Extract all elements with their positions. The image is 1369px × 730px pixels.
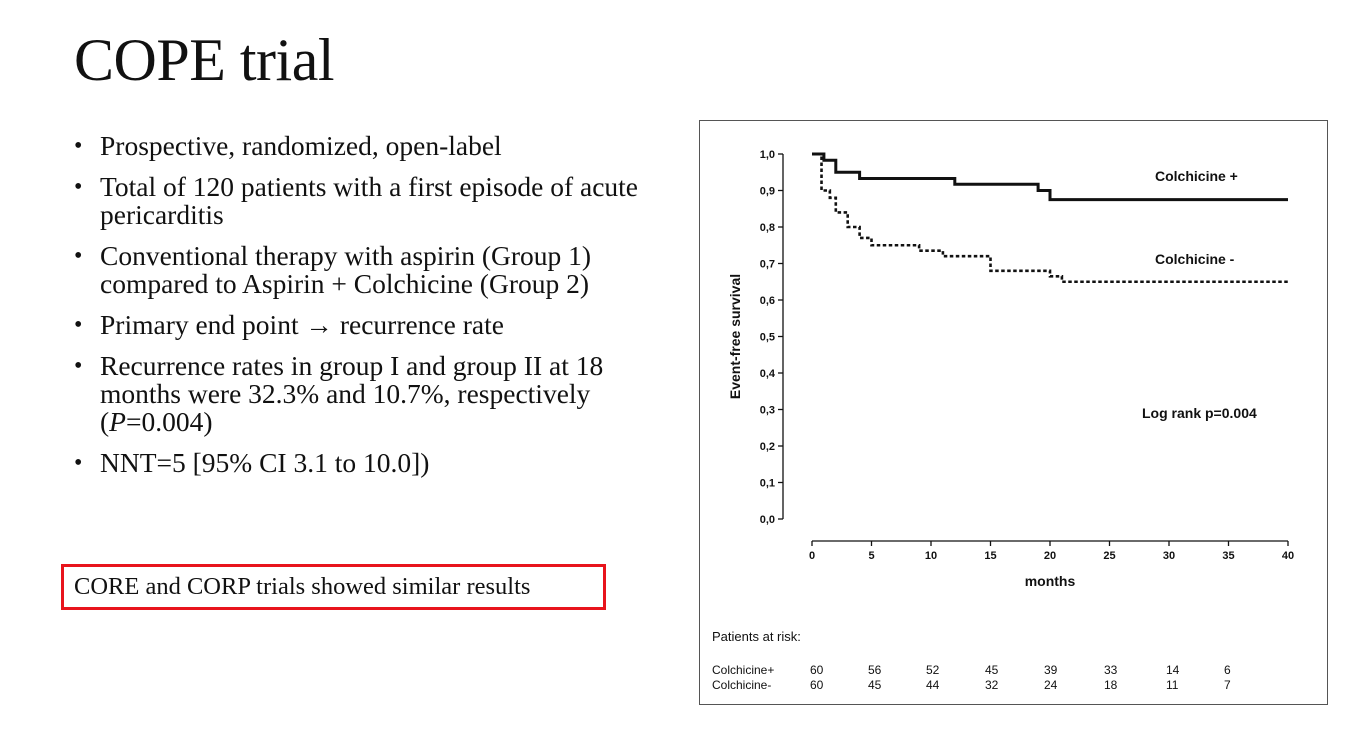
at-risk-value: 33 [1104,663,1118,677]
slide-title: COPE trial [74,27,335,93]
x-tick-label: 15 [984,550,996,562]
x-tick-label: 20 [1044,550,1056,562]
x-tick-label: 40 [1282,550,1294,562]
at-risk-value: 32 [985,678,999,692]
at-risk-value: 52 [926,663,940,677]
at-risk-value: 56 [868,663,882,677]
y-tick-label: 0,2 [760,441,775,453]
x-tick-label: 30 [1163,550,1175,562]
at-risk-value: 7 [1224,678,1231,692]
bullet-text: Recurrence rates in group I and group II… [100,350,604,437]
at-risk-value: 45 [985,663,999,677]
p-value-italic: P [109,406,126,437]
at-risk-value: 14 [1166,663,1180,677]
x-tick-label: 25 [1103,550,1115,562]
at-risk-row-label: Colchicine- [712,678,771,692]
log-rank-annotation: Log rank p=0.004 [1142,405,1257,421]
y-axis-label: Event-free survival [727,274,743,399]
y-tick-label: 0,9 [760,186,775,198]
at-risk-header: Patients at risk: [712,629,801,644]
arrow-right-icon: → [305,309,333,340]
y-tick-label: 0,1 [760,478,775,490]
bullet-item: Primary end point → recurrence rate [74,309,674,340]
bullet-item: Conventional therapy with aspirin (Group… [74,242,674,298]
survival-curve-colchicine-plus [812,152,1288,202]
at-risk-value: 11 [1166,678,1179,692]
callout-box: CORE and CORP trials showed similar resu… [61,564,606,610]
y-tick-label: 0,0 [760,514,775,526]
at-risk-value: 39 [1044,663,1058,677]
x-tick-label: 5 [868,550,874,562]
survival-curve-colchicine-minus [812,152,1288,284]
bullet-list: Prospective, randomized, open-label Tota… [74,132,674,490]
x-axis-label: months [1025,573,1076,589]
y-tick-label: 0,8 [760,222,775,234]
at-risk-value: 44 [926,678,940,692]
y-tick-label: 0,5 [760,332,775,344]
x-tick-label: 35 [1222,550,1234,562]
at-risk-value: 24 [1044,678,1058,692]
series-label: Colchicine + [1155,168,1238,184]
bullet-text: Primary end point [100,309,306,340]
series-label: Colchicine - [1155,251,1235,267]
bullet-text: =0.004) [125,406,213,437]
x-tick-label: 0 [809,550,815,562]
at-risk-value: 45 [868,678,882,692]
y-tick-label: 1,0 [760,149,775,161]
at-risk-value: 6 [1224,663,1231,677]
y-tick-label: 0,6 [760,295,775,307]
at-risk-value: 60 [810,663,824,677]
x-tick-label: 10 [925,550,937,562]
at-risk-row-label: Colchicine+ [712,663,774,677]
at-risk-value: 18 [1104,678,1118,692]
y-tick-label: 0,3 [760,405,775,417]
kaplan-meier-chart: 0,0 0,1 0,2 0,3 0,4 0,5 0,6 0,7 0,8 0,9 1,0 0 5 10 15 2… [712,149,1294,692]
at-risk-value: 60 [810,678,824,692]
bullet-item: Total of 120 patients with a first episo… [74,173,674,229]
bullet-item: Recurrence rates in group I and group II… [74,352,674,436]
bullet-item: Prospective, randomized, open-label [74,132,674,161]
chart-figure: 0,0 0,1 0,2 0,3 0,4 0,5 0,6 0,7 0,8 0,9 1,0 0 5 10 15 2… [699,120,1328,705]
y-tick-label: 0,4 [760,368,776,380]
y-tick-label: 0,7 [760,259,775,271]
bullet-item: NNT=5 [95% CI 3.1 to 10.0]) [74,449,674,478]
bullet-text: recurrence rate [332,309,504,340]
